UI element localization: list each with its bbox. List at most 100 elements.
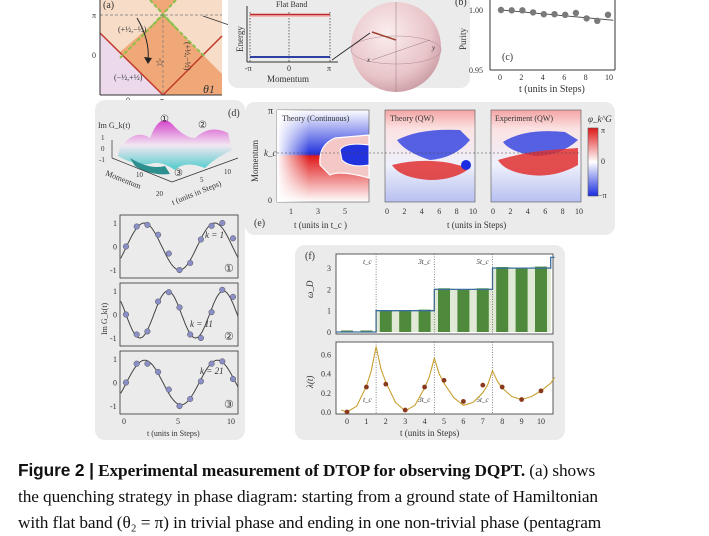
data-point — [208, 309, 215, 316]
x-tick: 4 — [541, 73, 545, 82]
y-tick: 0 — [113, 311, 117, 320]
gapless-line — [162, 14, 206, 58]
critical-time-label: 3t_c — [417, 258, 431, 266]
theory-step-line — [335, 256, 555, 333]
data-point — [529, 9, 537, 16]
y-tick: 1 — [113, 355, 117, 364]
y-tick: 1.00 — [469, 6, 483, 15]
data-point — [422, 384, 427, 390]
y-tick: 2 — [327, 285, 331, 294]
y-axis-label: Purity — [458, 27, 468, 50]
data-point — [197, 334, 204, 342]
x-tick: 4 — [526, 207, 530, 216]
caption-title: Experimental measurement of DTOP for obs… — [98, 461, 526, 480]
x-tick: 6 — [543, 207, 547, 216]
data-point — [508, 7, 515, 14]
y-tick: 0 — [327, 328, 331, 337]
bar — [515, 267, 528, 332]
x-tick: 0 — [498, 73, 502, 82]
x-tick: 4 — [423, 417, 427, 426]
phase-boundary — [162, 35, 223, 96]
data-point — [165, 386, 172, 393]
plot-title: Flat Band — [276, 0, 307, 9]
y-axis-label: ω_D — [305, 280, 315, 298]
heatmap-feature — [498, 148, 578, 176]
data-point — [383, 381, 389, 387]
x-tick: 2 — [384, 417, 388, 426]
x-tick: 10 — [227, 417, 235, 426]
series-marker: ① — [224, 263, 234, 275]
marker-3: ③ — [174, 168, 183, 179]
im-g-time-series: 1 0 -1 k = 1 ① 1 0 -1 k = 11 ② 1 0 -1 k = 21 ③ — [110, 214, 239, 415]
x-tick: 7 — [481, 417, 485, 426]
bar — [341, 330, 353, 332]
caption-text: the quenching strategy in phase diagram:… — [18, 487, 598, 506]
series-label: k = 11 — [190, 319, 213, 329]
data-point — [538, 388, 544, 394]
bar — [535, 266, 547, 332]
x-tick: 6 — [562, 73, 566, 82]
y-tick: 0.0 — [321, 408, 331, 417]
bar — [457, 288, 470, 332]
data-point — [176, 304, 183, 311]
theory-curve — [341, 346, 556, 413]
arrowhead — [144, 57, 152, 64]
subplot-title: Experiment (QW) — [495, 114, 553, 123]
data-point — [229, 235, 237, 242]
state-vector — [371, 31, 397, 41]
x-tick: π — [327, 64, 331, 73]
nontrivial-region — [120, 15, 222, 95]
series-label: k = 21 — [200, 366, 224, 376]
marker-1: ① — [160, 114, 169, 125]
time-series-subplot: 1 0 -1 k = 1 ① — [110, 214, 239, 279]
panel-b: Flat Band -π 0 π Momentum Energy x y (b) — [228, 0, 470, 92]
figure-caption: Figure 2 | Experimental measurement of D… — [18, 457, 703, 536]
data-point — [519, 397, 524, 402]
sphere-axis — [371, 39, 431, 61]
x-tick: 0 — [491, 207, 495, 216]
data-point — [594, 17, 601, 24]
x-axis-label: t (units in Steps) — [400, 428, 459, 438]
data-point — [219, 286, 226, 293]
data-point — [441, 377, 447, 383]
data-point — [519, 7, 526, 14]
x-ticks: 0 2 4 6 8 10 0 2 4 6 8 10 — [385, 207, 583, 216]
data-point — [219, 219, 226, 227]
time-tick: 10 — [224, 168, 232, 176]
heatmap-feature — [397, 129, 470, 160]
data-point — [480, 382, 486, 388]
series-label: k = 1 — [205, 230, 224, 240]
x-tick: 1 — [289, 207, 293, 216]
z-tick: 0 — [101, 145, 105, 153]
data-point — [122, 311, 130, 318]
y-tick: 3 — [327, 264, 331, 273]
data-point — [155, 368, 162, 375]
heatmap-experiment-qw: Experiment (QW) — [490, 109, 582, 203]
x-axis-label: t (units in Steps) — [147, 429, 200, 438]
panel-e: Momentum π k_c 0 Theory (Continuous) 1 3… — [245, 102, 615, 235]
y-tick: π — [268, 106, 273, 117]
data-point — [133, 223, 140, 230]
data-point — [604, 11, 612, 18]
data-point — [187, 331, 194, 338]
z-tick: 1 — [101, 134, 105, 142]
data-point — [364, 384, 369, 390]
x-tick: 6 — [437, 207, 441, 216]
x-tick: 8 — [500, 417, 504, 426]
panel-label: (b) — [455, 0, 467, 8]
x-tick: 0 — [385, 207, 389, 216]
y-axis-label: Energy — [235, 26, 245, 52]
upper-band-shade — [250, 14, 330, 17]
x-tick: 10 — [537, 417, 545, 426]
y-tick: π — [92, 11, 96, 20]
colorbar-tick: π — [601, 126, 605, 135]
bar — [476, 288, 489, 332]
time-tick: 5 — [200, 176, 204, 184]
star-icon: ☆ — [155, 57, 165, 69]
data-point — [122, 379, 130, 386]
subplot-title: Theory (QW) — [390, 114, 434, 123]
y-tick: 0 — [113, 243, 117, 252]
data-point — [344, 409, 350, 415]
data-point — [208, 360, 215, 367]
